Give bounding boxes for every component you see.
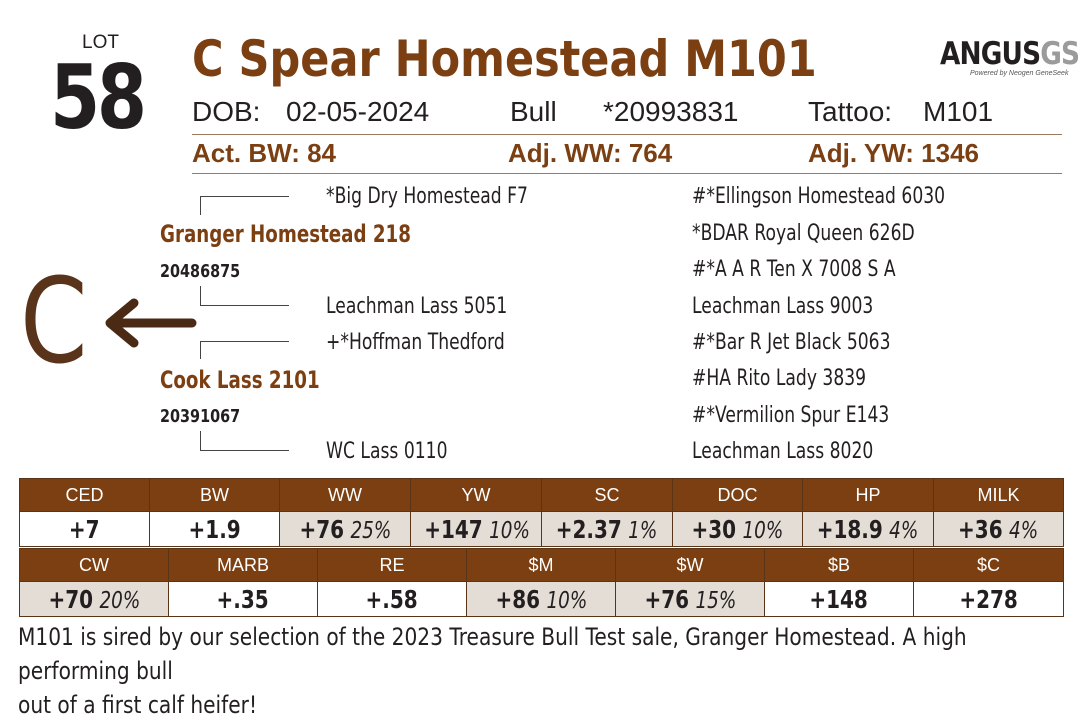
epd-cell: +1.9 <box>149 511 280 547</box>
dob-label: DOB: <box>192 96 261 127</box>
epd-header: MARB <box>168 548 318 582</box>
epd-header: YW <box>410 478 542 512</box>
logo-accent-text: GS <box>1040 36 1080 72</box>
epd-cell: +7 <box>19 511 150 547</box>
pedigree-bracket <box>200 431 289 451</box>
epd-cell: +76 15% <box>615 581 765 617</box>
epd-value: +2.37 <box>556 514 623 544</box>
epd-cell: +.58 <box>317 581 467 617</box>
tattoo-label: Tattoo: <box>808 96 893 127</box>
epd-value: +7 <box>69 514 100 544</box>
pedigree-bracket <box>200 286 289 306</box>
epd-table-2: CW MARB RE $M $W $B $C +70 20% +.35 +.58… <box>19 548 1064 617</box>
epd-header: WW <box>279 478 411 512</box>
dam-name: Cook Lass 2101 <box>160 366 320 394</box>
epd-percentile: 10% <box>742 517 784 544</box>
epd-percentile: 4% <box>889 517 919 544</box>
pedigree-bracket <box>200 196 289 215</box>
epd-cell: +86 10% <box>466 581 616 617</box>
epd-value: +86 <box>495 584 540 614</box>
third-gen-ancestor: #*Vermilion Spur E143 <box>692 403 890 428</box>
epd-percentile: 1% <box>628 517 658 544</box>
epd-percentile: 15% <box>695 587 736 614</box>
epd-cell: +18.9 4% <box>802 511 934 547</box>
animal-name: C Spear Homestead M101 <box>192 30 817 88</box>
brand-letter: C <box>20 252 88 390</box>
epd-value: +76 <box>299 514 344 544</box>
third-gen-ancestor: Leachman Lass 9003 <box>692 294 874 319</box>
description-line: out of a first calf heifer! <box>18 691 258 719</box>
actual-birth-weight: Act. BW: 84 <box>192 138 336 168</box>
epd-cell: +76 25% <box>279 511 411 547</box>
sire-registration: 20486875 <box>160 261 241 282</box>
third-gen-ancestor: *BDAR Royal Queen 626D <box>692 221 915 246</box>
adjusted-yearling-weight: Adj. YW: 1346 <box>808 138 979 168</box>
lot-number: 58 <box>50 46 147 149</box>
epd-value: +.58 <box>365 584 419 614</box>
epd-table-1: CED BW WW YW SC DOC HP MILK +7 +1.9 +76 … <box>19 478 1064 547</box>
sire-sire: *Big Dry Homestead F7 <box>326 184 528 209</box>
dam-sire: +*Hoffman Thedford <box>326 330 505 355</box>
epd-header: $C <box>913 548 1064 582</box>
third-gen-ancestor: #*Bar R Jet Black 5063 <box>692 330 891 355</box>
third-gen-ancestor: #HA Rito Lady 3839 <box>692 366 867 391</box>
epd-header: CW <box>19 548 169 582</box>
adjusted-weaning-weight: Adj. WW: 764 <box>508 138 673 168</box>
epd-header: CED <box>19 478 150 512</box>
dob-value: 02-05-2024 <box>286 96 430 127</box>
epd-cell: +30 10% <box>672 511 803 547</box>
epd-cell: +36 4% <box>933 511 1064 547</box>
registration-number: *20993831 <box>603 96 739 127</box>
epd-cell: +147 10% <box>410 511 542 547</box>
epd-percentile: 10% <box>546 587 587 614</box>
dam-dam: WC Lass 0110 <box>326 439 448 464</box>
epd-header: BW <box>149 478 280 512</box>
epd-header: $B <box>764 548 914 582</box>
epd-header: $W <box>615 548 765 582</box>
epd-value: +147 <box>424 514 483 544</box>
logo-subtitle: Powered by Neogen GeneSeek <box>970 70 1069 77</box>
divider-rule <box>192 134 1062 135</box>
epd-value: +76 <box>644 584 689 614</box>
sire-dam: Leachman Lass 5051 <box>326 294 508 319</box>
sire-name: Granger Homestead 218 <box>160 220 411 248</box>
epd-header: MILK <box>933 478 1064 512</box>
tattoo-value: M101 <box>923 96 994 127</box>
third-gen-ancestor: #*Ellingson Homestead 6030 <box>692 184 946 209</box>
third-gen-ancestor: #*A A R Ten X 7008 S A <box>692 257 896 282</box>
epd-header: $M <box>466 548 616 582</box>
epd-header: RE <box>317 548 467 582</box>
epd-value: +36 <box>958 514 1004 544</box>
epd-cell: +278 <box>913 581 1064 617</box>
epd-value: +1.9 <box>188 514 241 544</box>
third-gen-ancestor: Leachman Lass 8020 <box>692 439 874 464</box>
epd-value: +70 <box>48 584 93 614</box>
description-line: M101 is sired by our selection of the 20… <box>18 623 967 685</box>
epd-value: +30 <box>691 514 737 544</box>
epd-percentile: 4% <box>1009 517 1039 544</box>
epd-cell: +.35 <box>168 581 318 617</box>
divider-rule <box>192 173 1062 174</box>
epd-percentile: 25% <box>350 517 391 544</box>
left-arrow-icon <box>105 298 197 348</box>
epd-percentile: 10% <box>489 517 530 544</box>
logo-main-text: ANGUS <box>940 36 1041 72</box>
epd-cell: +70 20% <box>19 581 169 617</box>
dam-registration: 20391067 <box>160 406 241 427</box>
epd-cell: +148 <box>764 581 914 617</box>
epd-value: +18.9 <box>817 514 884 544</box>
lot-label: LOT <box>82 32 119 53</box>
sex-value: Bull <box>510 96 557 127</box>
epd-header: SC <box>541 478 673 512</box>
epd-value: +.35 <box>216 584 270 614</box>
epd-percentile: 20% <box>99 587 140 614</box>
epd-cell: +2.37 1% <box>541 511 673 547</box>
angus-gs-logo: ANGUSGS Powered by Neogen GeneSeek <box>940 36 1080 86</box>
epd-value: +278 <box>959 584 1018 614</box>
epd-header: DOC <box>672 478 803 512</box>
pedigree-bracket <box>200 341 289 359</box>
lot-description: M101 is sired by our selection of the 20… <box>18 620 1078 722</box>
epd-header: HP <box>802 478 934 512</box>
epd-value: +148 <box>809 584 869 614</box>
